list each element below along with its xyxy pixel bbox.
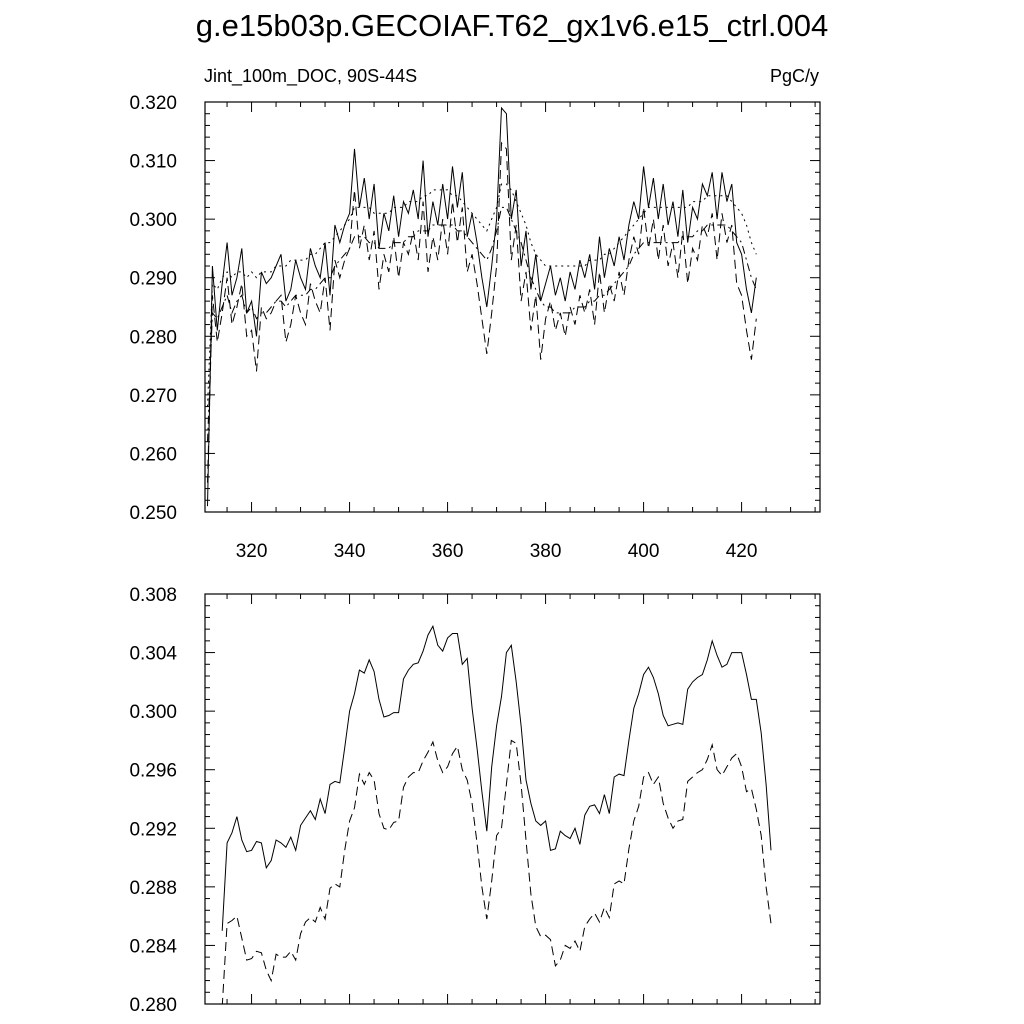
plot-frame (204, 593, 821, 1005)
series-line-solid (221, 624, 772, 931)
y-tick-label: 0.300 (129, 210, 177, 231)
variable-subtitle: Jint_100m_DOC, 90S-44S (204, 66, 418, 86)
y-tick-label: 0.292 (129, 819, 177, 840)
x-tick-label: 340 (334, 541, 366, 562)
y-tick-label: 0.310 (129, 152, 177, 173)
x-tick-label: 400 (628, 541, 660, 562)
y-tick-label: 0.270 (129, 386, 177, 407)
chart-title: g.e15b03p.GECOIAF.T62_gx1v6.e15_ctrl.004 (195, 8, 829, 43)
y-tick-label: 0.320 (129, 93, 177, 114)
bottom-panel: 0.280 0.284 0.288 0.292 0.296 0.300 0.304 0.308 (129, 585, 821, 1016)
y-tick-label: 0.296 (129, 761, 177, 782)
series-line-dotted (207, 183, 757, 407)
y-tick-label: 0.288 (129, 878, 177, 899)
y-tick-label: 0.300 (129, 702, 177, 723)
y-tick-label: 0.284 (129, 936, 177, 957)
y-tick-label: 0.260 (129, 444, 177, 465)
top-panel: 0.250 0.260 0.270 0.280 0.290 0.300 0.310 0.320… (129, 93, 821, 562)
series-line-solid (207, 106, 757, 507)
y-tick-label: 0.280 (129, 327, 177, 348)
y-tick-label: 0.308 (129, 585, 177, 606)
x-tick-label: 420 (726, 541, 758, 562)
x-tick-label: 380 (530, 541, 562, 562)
x-tick-label: 320 (236, 541, 268, 562)
y-tick-label: 0.290 (129, 269, 177, 290)
series-line-dashdot (207, 206, 757, 442)
units-subtitle: PgC/y (769, 66, 819, 86)
y-tick-label: 0.250 (129, 503, 177, 524)
y-tick-label: 0.304 (129, 644, 177, 665)
series-line-dashed (207, 141, 757, 483)
plot-frame (204, 101, 821, 513)
series-line-dashed (221, 739, 772, 1004)
y-tick-label: 0.280 (129, 995, 177, 1016)
x-tick-label: 360 (432, 541, 464, 562)
